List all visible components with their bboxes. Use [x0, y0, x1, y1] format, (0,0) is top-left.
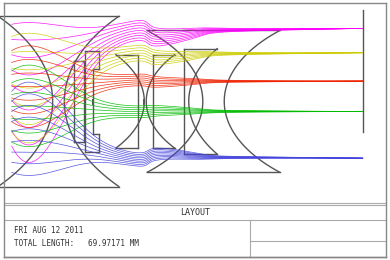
Text: LAYOUT: LAYOUT	[180, 209, 210, 217]
Text: FRI AUG 12 2011: FRI AUG 12 2011	[14, 226, 83, 235]
Text: TOTAL LENGTH:   69.97171 MM: TOTAL LENGTH: 69.97171 MM	[14, 239, 138, 248]
